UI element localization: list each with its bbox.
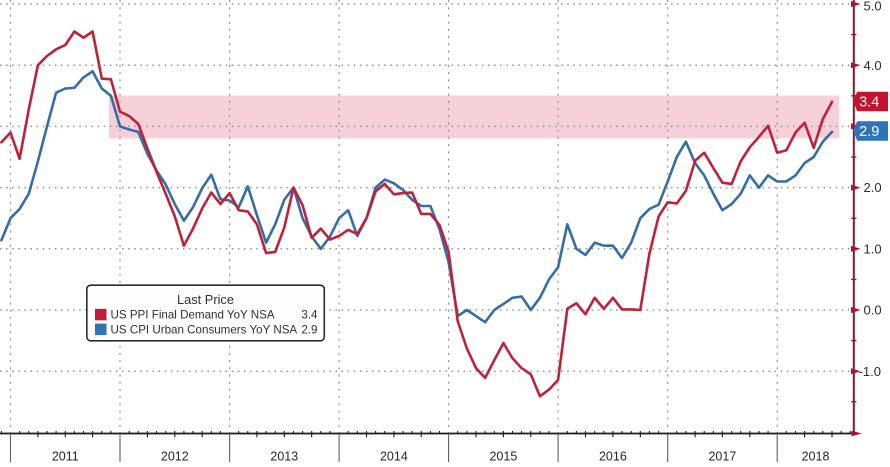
svg-text:Last Price: Last Price xyxy=(177,292,234,307)
svg-text:-1.0: -1.0 xyxy=(859,364,881,379)
svg-text:US CPI Urban Consumers YoY NSA: US CPI Urban Consumers YoY NSA xyxy=(111,323,298,336)
svg-text:2017: 2017 xyxy=(708,449,736,462)
svg-text:2012: 2012 xyxy=(161,449,189,462)
svg-text:1.0: 1.0 xyxy=(864,241,882,256)
svg-text:2014: 2014 xyxy=(380,449,408,462)
svg-text:2.0: 2.0 xyxy=(864,180,882,195)
svg-text:2018: 2018 xyxy=(802,449,830,462)
svg-text:2015: 2015 xyxy=(489,449,517,462)
svg-text:3.4: 3.4 xyxy=(301,309,318,322)
svg-text:2.9: 2.9 xyxy=(859,124,879,140)
svg-text:US PPI Final Demand YoY NSA: US PPI Final Demand YoY NSA xyxy=(111,309,275,322)
svg-text:4.0: 4.0 xyxy=(864,58,882,73)
svg-text:2016: 2016 xyxy=(599,449,627,462)
svg-text:5.0: 5.0 xyxy=(864,0,882,14)
svg-text:2013: 2013 xyxy=(270,449,298,462)
svg-text:3.4: 3.4 xyxy=(859,95,879,111)
svg-text:0.0: 0.0 xyxy=(864,303,882,318)
svg-text:2.9: 2.9 xyxy=(301,323,317,336)
svg-text:2011: 2011 xyxy=(52,449,79,462)
